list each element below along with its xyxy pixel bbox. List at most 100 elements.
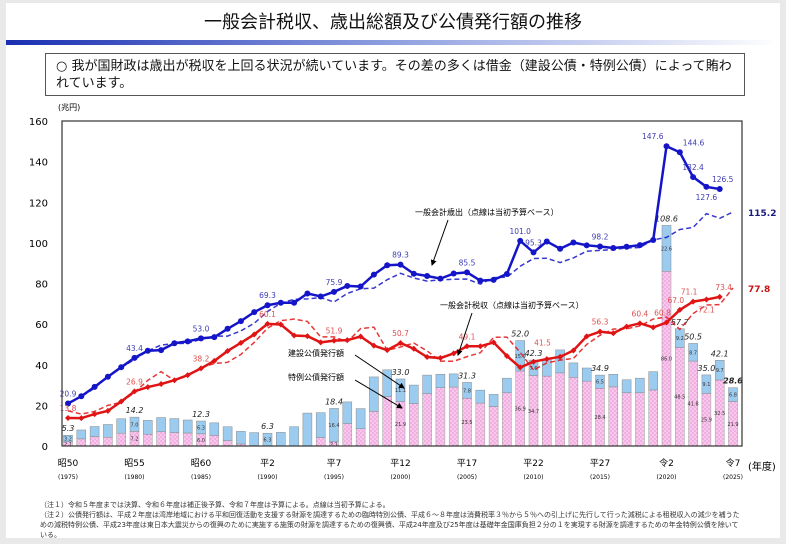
bond-total-label: 5.3: [62, 424, 75, 433]
tax-value-label: 49.1: [459, 332, 476, 341]
x-tick-sublabel: (2015): [590, 474, 610, 481]
bar-special-label: 6.0: [197, 438, 205, 444]
bar-special: [342, 423, 353, 447]
expenditure-point: [91, 383, 98, 390]
expenditure-point: [264, 302, 271, 309]
bar-construction-label: 8.7: [689, 350, 697, 356]
expenditure-point: [490, 276, 497, 283]
bar-construction: [395, 378, 406, 402]
tax-point: [357, 333, 364, 340]
bar-special: [409, 403, 419, 447]
x-axis-unit: (年度): [748, 460, 776, 473]
expenditure-point: [703, 183, 710, 190]
expenditure-value-label: 98.2: [592, 233, 609, 242]
expenditure-point: [171, 340, 178, 347]
tax-point: [464, 343, 470, 350]
tax-value-label: 72.1: [698, 306, 715, 315]
bar-special-label: 41.8: [688, 402, 699, 408]
bond-total-label: 35.0: [697, 364, 715, 373]
tax-point: [437, 355, 444, 362]
tax-point: [410, 345, 417, 352]
tax-end-label: 77.8: [748, 285, 770, 295]
legend-special-arrow: [354, 379, 403, 409]
tax-point: [118, 398, 125, 405]
bond-total-label: 14.2: [126, 406, 144, 415]
bar-special-label: 21.9: [395, 422, 406, 428]
bar-construction-label: 6.5: [596, 380, 604, 386]
tax-point: [623, 323, 630, 330]
page-title: 一般会計税収、歳出総額及び公債発行額の推移: [204, 12, 582, 33]
expenditure-value-label: 95.3: [525, 238, 542, 247]
tax-point: [131, 388, 138, 395]
footnotes: （注１）令和５年度までは決算、令和６年度は補正後予算、令和７年度は予算による。点…: [40, 500, 740, 540]
bar-special: [581, 380, 592, 447]
bar-special-label: 7.2: [131, 437, 139, 443]
bar-special-label: 2.1: [64, 442, 72, 448]
expenditure-point: [118, 364, 125, 371]
y-tick-label: 80: [35, 280, 48, 291]
bar-construction: [422, 374, 432, 394]
x-tick-sublabel: (1995): [324, 474, 344, 481]
tax-point: [517, 364, 524, 371]
expenditure-point: [570, 239, 577, 246]
tax-value-label: 67.0: [667, 296, 684, 305]
expenditure-point: [557, 245, 564, 252]
bar-construction: [382, 369, 392, 397]
tax-point: [384, 347, 391, 354]
legend-special: 特例公債発行額: [288, 372, 344, 382]
bar-construction-label: 6.8: [729, 393, 737, 399]
bar-construction: [462, 382, 472, 399]
expenditure-point: [251, 309, 258, 316]
bar-construction: [595, 374, 605, 389]
bar-construction: [581, 367, 592, 382]
expenditure-point: [384, 262, 391, 269]
expenditure-value-label: 69.3: [259, 291, 276, 300]
bar-construction: [89, 426, 100, 437]
bar-construction: [555, 349, 565, 374]
expenditure-value-label: 75.9: [326, 278, 343, 287]
expenditure-point: [583, 242, 590, 249]
expenditure-point: [650, 237, 657, 244]
bar-construction: [182, 419, 193, 434]
bar-construction-label: 7.8: [463, 388, 471, 394]
tax-point: [251, 331, 258, 338]
x-tick-sublabel: (1990): [258, 474, 278, 481]
bar-construction: [116, 418, 126, 434]
slide: [6, 3, 780, 538]
bar-construction: [315, 412, 326, 438]
bar-special: [382, 396, 392, 447]
tax-point: [716, 293, 723, 300]
bar-special: [369, 411, 379, 447]
bar-special: [209, 435, 220, 447]
tax-point: [158, 381, 165, 388]
expenditure-point: [450, 270, 457, 277]
expenditure-value-label: 147.6: [642, 132, 664, 141]
bar-special-label: 34.7: [528, 409, 539, 415]
bond-total-label: 6.3: [261, 422, 274, 431]
tax-value-label: 38.2: [193, 354, 210, 363]
bond-total-label: 31.3: [458, 371, 476, 380]
tax-point: [636, 320, 643, 327]
bar-construction: [276, 432, 286, 447]
tax-value-label: 41.5: [534, 339, 551, 348]
y-tick-label: 40: [35, 361, 48, 372]
bond-total-label: 50.5: [684, 332, 702, 341]
expenditure-point: [370, 271, 377, 278]
tax-point: [610, 330, 617, 337]
tax-value-label: 56.3: [592, 318, 609, 327]
x-tick-sublabel: (1975): [58, 474, 78, 481]
bar-construction: [475, 389, 486, 404]
bar-construction: [209, 422, 220, 436]
legend-construction-arrow: [354, 354, 405, 389]
bar-special: [475, 402, 486, 447]
legend-tax-arrow: [456, 312, 473, 356]
x-tick-label: 令2: [659, 457, 674, 469]
expenditure-point: [410, 270, 417, 277]
expenditure-point: [716, 186, 723, 193]
bar-construction-label: 6.3: [264, 438, 272, 444]
x-tick-label: 令7: [726, 457, 741, 469]
bar-special: [116, 432, 126, 447]
expenditure-initial-budget-line: [67, 211, 734, 404]
bar-special: [315, 437, 326, 447]
bar-construction-label: 7.0: [131, 422, 139, 428]
